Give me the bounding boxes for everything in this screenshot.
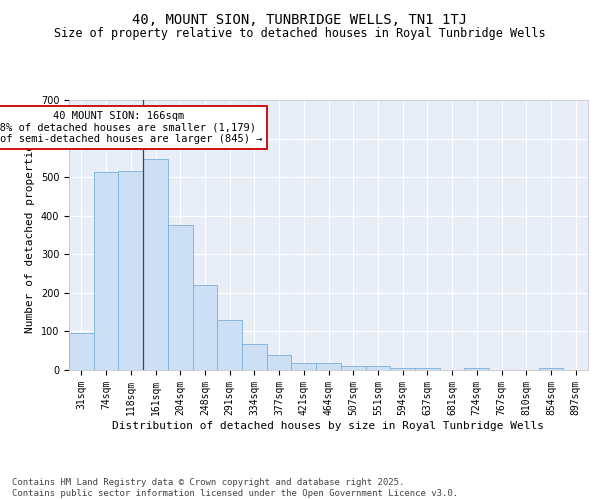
- Bar: [316, 363, 341, 370]
- Bar: [69, 332, 94, 370]
- Bar: [217, 320, 242, 370]
- Text: Size of property relative to detached houses in Royal Tunbridge Wells: Size of property relative to detached ho…: [54, 28, 546, 40]
- Y-axis label: Number of detached properties: Number of detached properties: [25, 137, 35, 333]
- Bar: [193, 285, 217, 370]
- Bar: [415, 368, 440, 370]
- X-axis label: Distribution of detached houses by size in Royal Tunbridge Wells: Distribution of detached houses by size …: [113, 420, 545, 430]
- Bar: [365, 366, 390, 370]
- Bar: [143, 158, 168, 370]
- Bar: [539, 368, 563, 370]
- Bar: [292, 363, 316, 370]
- Text: 40, MOUNT SION, TUNBRIDGE WELLS, TN1 1TJ: 40, MOUNT SION, TUNBRIDGE WELLS, TN1 1TJ: [133, 12, 467, 26]
- Text: Contains HM Land Registry data © Crown copyright and database right 2025.
Contai: Contains HM Land Registry data © Crown c…: [12, 478, 458, 498]
- Bar: [118, 172, 143, 370]
- Bar: [464, 368, 489, 370]
- Bar: [168, 226, 193, 370]
- Bar: [390, 368, 415, 370]
- Text: 40 MOUNT SION: 166sqm
← 58% of detached houses are smaller (1,179)
42% of semi-d: 40 MOUNT SION: 166sqm ← 58% of detached …: [0, 111, 262, 144]
- Bar: [341, 366, 365, 370]
- Bar: [94, 172, 118, 370]
- Bar: [267, 354, 292, 370]
- Bar: [242, 344, 267, 370]
